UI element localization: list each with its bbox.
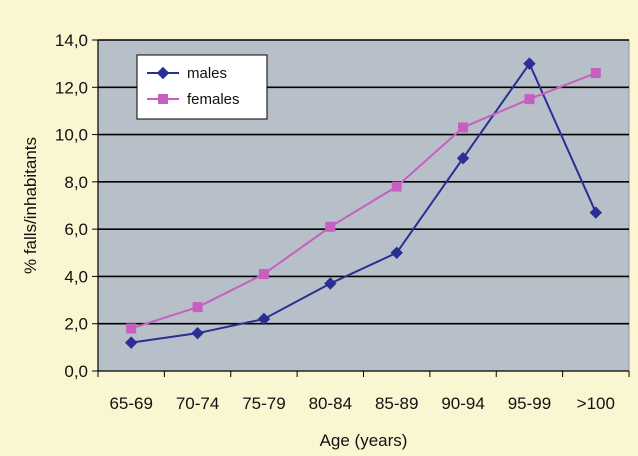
x-tick-label: 80-84 [309,394,352,413]
data-point-females [126,323,137,334]
y-tick-label: 14,0 [55,31,88,50]
x-tick-label: 85-89 [375,394,418,413]
x-tick-label: 75-79 [242,394,285,413]
data-point-females [192,302,203,313]
data-point-males [589,206,603,219]
data-point-males [324,277,337,290]
x-tick-label: 95-99 [508,394,551,413]
data-point-females [458,122,469,133]
data-point-males [456,152,470,165]
legend-box [136,54,268,120]
y-tick-label: 2,0 [64,315,88,334]
y-tick-label: 0,0 [64,362,88,381]
y-tick-label: 4,0 [64,267,88,286]
data-point-males [191,326,204,340]
x-tick-label: >100 [577,394,615,413]
legend-marker-males [156,66,170,80]
data-point-females [391,181,402,192]
series-line-males [131,61,597,344]
data-point-females [524,94,535,105]
y-tick-label: 10,0 [55,126,88,145]
x-tick-label: 90-94 [441,394,484,413]
data-point-males [124,336,138,349]
x-axis-title: Age (years) [320,431,408,450]
y-tick-label: 8,0 [64,173,88,192]
legend-label-females: females [187,91,240,108]
data-point-males [390,246,403,259]
data-point-females [590,68,601,79]
axis-layer: 0,0 2,0 4,0 6,0 8,0 10,0 12,0 14,0 65-69 70-74 75-… [55,31,630,413]
data-point-females [325,221,336,232]
x-tick-label: 65-69 [109,394,152,413]
series-layer [124,57,603,349]
x-tick-label: 70-74 [176,394,219,413]
data-point-females [258,269,269,280]
series-line-females [130,72,597,330]
data-point-males [523,57,536,70]
y-axis-title: % falls/inhabitants [21,137,40,274]
data-point-males [257,312,271,326]
y-tick-label: 6,0 [64,220,88,239]
legend: males females [136,54,268,120]
legend-marker-females [158,94,168,104]
legend-label-males: males [187,65,227,82]
y-tick-label: 12,0 [55,78,88,97]
